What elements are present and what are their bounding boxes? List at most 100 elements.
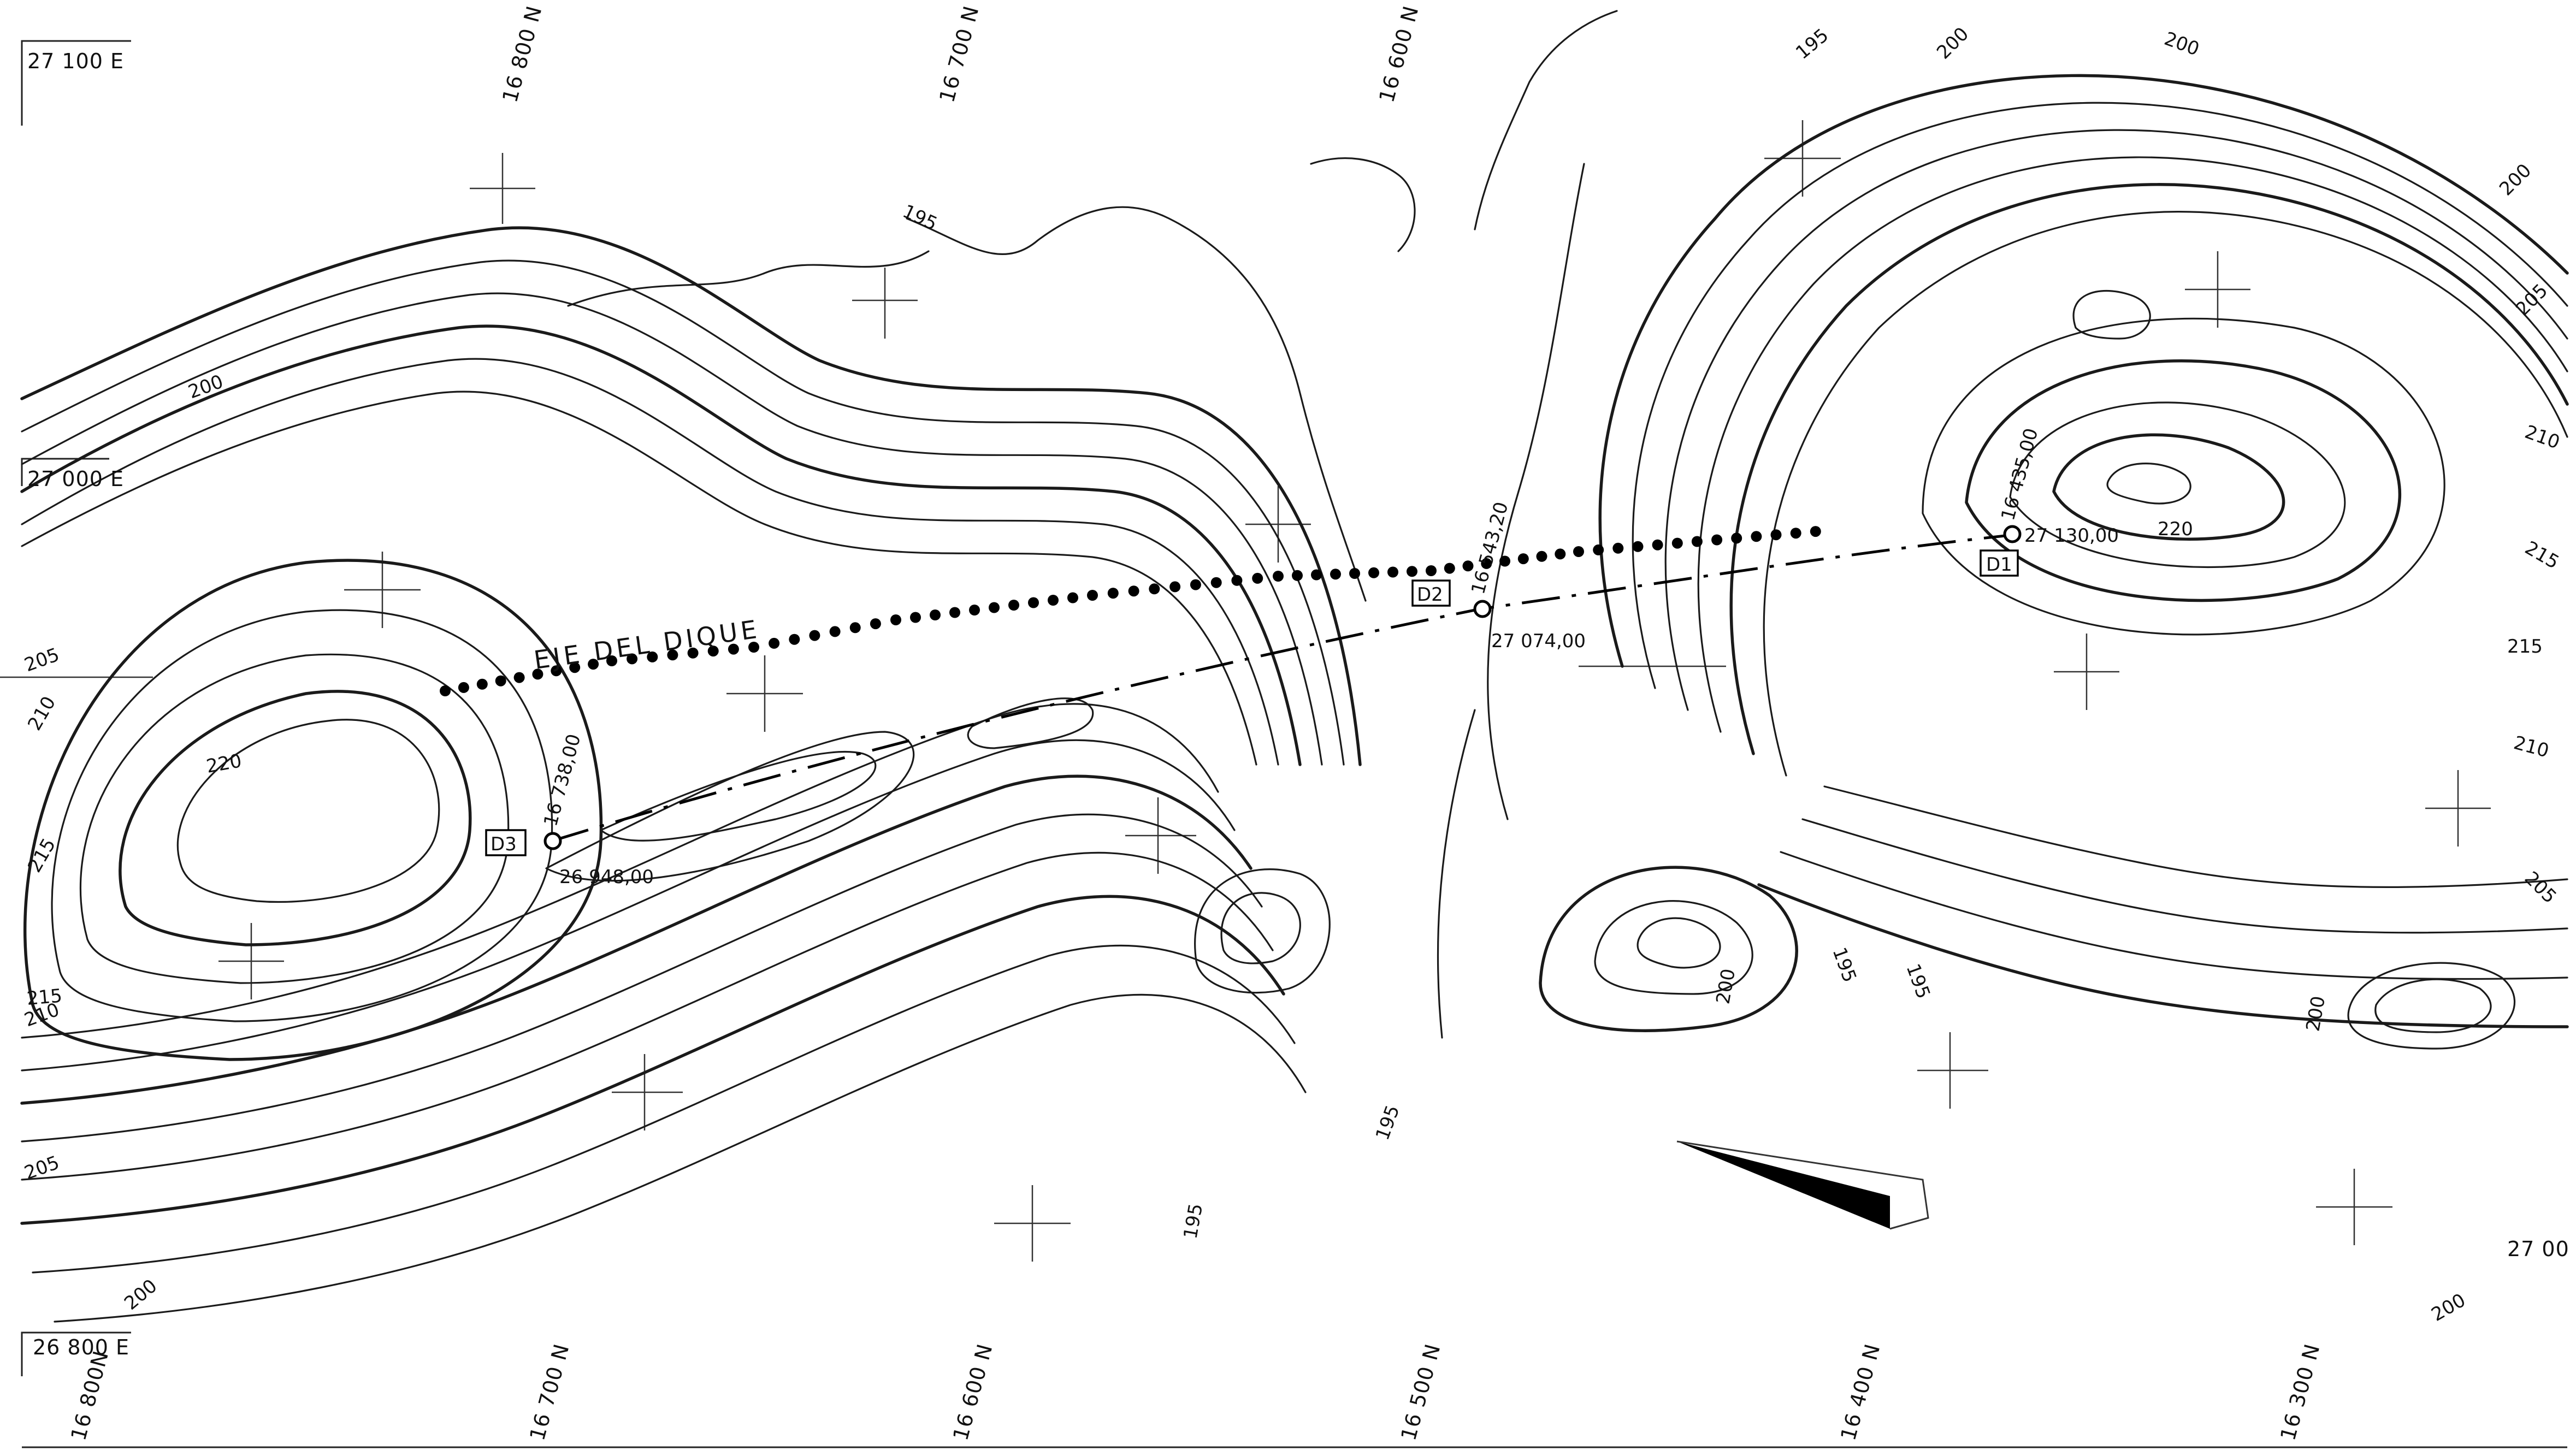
west-hill-contours xyxy=(23,559,603,1061)
axis-dot xyxy=(647,651,658,662)
axis-dot xyxy=(1671,537,1683,549)
axis-dot xyxy=(1731,532,1742,544)
station-box xyxy=(1411,579,1451,607)
axis-dot xyxy=(769,637,780,649)
axis-dot xyxy=(1426,565,1437,576)
east-hill-contours xyxy=(1598,74,2569,1050)
south-central-contours xyxy=(1194,866,1798,1032)
axis-dot xyxy=(1028,597,1039,608)
axis-dot xyxy=(1048,595,1059,606)
contour-label: 215 xyxy=(26,985,63,1010)
axis-dot xyxy=(1349,568,1360,579)
ridge-contours xyxy=(20,226,1362,1323)
axis-dot xyxy=(1407,566,1417,577)
axis-dot xyxy=(1008,600,1019,611)
axis-dot xyxy=(1231,575,1243,586)
axis-dot xyxy=(989,602,1000,613)
axis-dot xyxy=(1632,541,1644,552)
axis-dot xyxy=(588,659,599,670)
axis-dot xyxy=(728,643,739,655)
axis-dot xyxy=(569,662,581,673)
station-marker-icon xyxy=(1473,600,1492,618)
axis-dot xyxy=(1330,569,1341,580)
axis-dot xyxy=(1368,567,1379,578)
dam-centerline xyxy=(551,534,2011,843)
grid-label-east-4: 27 000 xyxy=(2507,1237,2570,1261)
axis-dot xyxy=(1790,528,1801,539)
axis-dot xyxy=(969,605,980,615)
axis-dot xyxy=(910,612,921,623)
axis-dot xyxy=(1555,548,1566,560)
axis-dot xyxy=(870,618,881,630)
axis-dot xyxy=(1169,581,1181,593)
contour-label: 220 xyxy=(2158,518,2193,540)
axis-dot xyxy=(849,622,861,634)
station-id: D1 xyxy=(1986,554,2012,576)
axis-dot xyxy=(1499,555,1510,567)
axis-dot xyxy=(1711,534,1723,546)
axis-dot xyxy=(789,634,800,645)
axis-dot xyxy=(1536,551,1547,562)
axis-dot xyxy=(1087,590,1098,601)
station-east: 27 130,00 xyxy=(2024,525,2119,547)
axis-dot xyxy=(1292,570,1303,581)
axis-dot xyxy=(1770,529,1782,541)
axis-dot xyxy=(1273,571,1284,582)
axis-dot xyxy=(513,672,525,683)
axis-dot xyxy=(1691,536,1703,547)
axis-dot xyxy=(1652,539,1663,551)
axis-dot xyxy=(440,685,451,696)
axis-dot xyxy=(476,678,488,690)
axis-dot xyxy=(667,649,678,661)
contour-label: 215 xyxy=(2507,636,2543,658)
axis-dot xyxy=(627,653,638,665)
axis-dot xyxy=(1387,566,1398,578)
grid-label-east-3: 26 800 E xyxy=(33,1335,129,1359)
axis-dot xyxy=(1573,546,1584,557)
axis-dot xyxy=(707,646,719,657)
axis-dot xyxy=(1612,542,1624,554)
axis-dot xyxy=(1810,526,1821,537)
axis-dot xyxy=(1444,563,1455,574)
axis-dot xyxy=(1128,585,1139,597)
axis-dot xyxy=(1210,577,1222,588)
station-east: 26 948,00 xyxy=(559,866,654,888)
frame-marks xyxy=(21,40,2567,1448)
station-box xyxy=(485,829,527,856)
axis-dot xyxy=(1311,569,1322,581)
axis-dot xyxy=(495,675,506,686)
axis-dot xyxy=(949,607,960,618)
axis-dot xyxy=(458,682,469,693)
axis-dot xyxy=(532,668,543,680)
station-id: D3 xyxy=(491,833,517,855)
axis-dot xyxy=(1751,531,1762,542)
axis-dot xyxy=(1107,588,1119,599)
axis-dot xyxy=(1517,553,1529,565)
axis-dot xyxy=(1067,592,1078,603)
axis-dot xyxy=(809,630,820,641)
contour-lines xyxy=(20,10,2569,1323)
axis-dot xyxy=(829,626,841,637)
axis-dot xyxy=(687,647,699,659)
axis-dot xyxy=(551,665,562,677)
station-east: 27 074,00 xyxy=(1491,630,1586,652)
axis-dot xyxy=(1481,558,1492,569)
station-box xyxy=(1980,549,2019,577)
station-id: D2 xyxy=(1417,584,1443,606)
axis-dot xyxy=(930,609,941,620)
grid-label-east-1: 27 100 E xyxy=(27,49,124,73)
north-arrow xyxy=(1676,1140,1929,1230)
grid-crosses xyxy=(0,120,2491,1262)
grid-label-east-2: 27 000 E xyxy=(27,467,124,491)
axis-dot xyxy=(1149,583,1160,595)
axis-dot xyxy=(890,614,901,625)
axis-dot xyxy=(1252,572,1263,584)
axis-dot xyxy=(748,642,759,653)
axis-dot xyxy=(1462,560,1474,572)
dam-axis-dotted xyxy=(440,526,1821,696)
north-contours xyxy=(567,10,1618,1039)
station-marker-icon xyxy=(543,832,562,850)
axis-dot xyxy=(606,655,617,666)
